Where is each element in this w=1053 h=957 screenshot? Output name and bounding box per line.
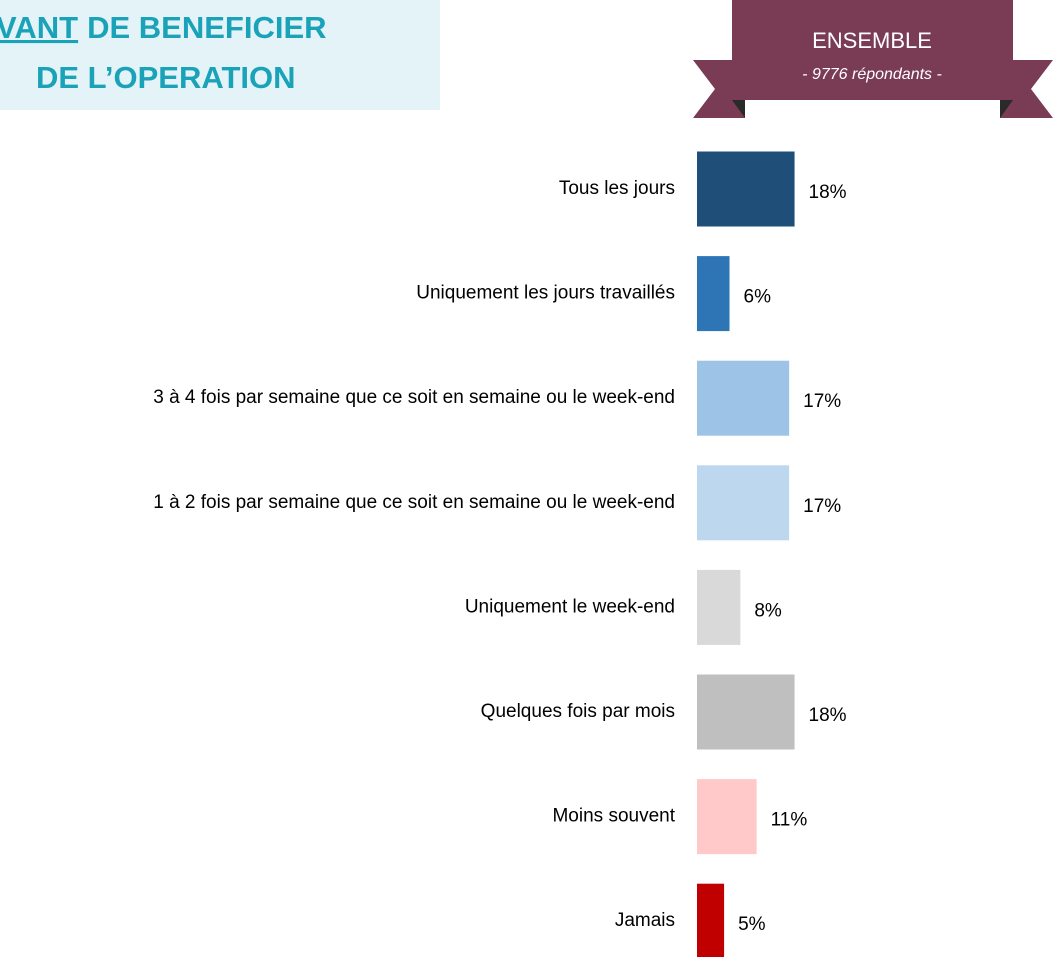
category-label: 3 à 4 fois par semaine que ce soit en se… [153,387,675,408]
value-label: 18% [809,182,847,203]
title-underlined: VANT [0,10,78,45]
value-label: 18% [809,705,847,726]
ribbon-tail-right [1000,60,1053,118]
ribbon [732,0,1013,100]
group-respondents: - 9776 répondants - [802,66,942,83]
title-box [0,0,440,110]
chart-title: VANT DE BENEFICIER [0,10,327,45]
category-label: Moins souvent [552,806,675,827]
category-label: 1 à 2 fois par semaine que ce soit en se… [153,492,675,513]
bar [697,465,790,541]
chart-title-line2: DE L’OPERATION [36,60,296,95]
value-label: 17% [803,391,841,412]
ribbon-fold-right [1000,100,1013,118]
bar [697,883,725,957]
value-label: 17% [803,496,841,517]
bar [697,360,790,436]
bar [697,779,757,855]
bar [697,151,795,227]
ribbon-fold-left [732,100,745,118]
value-label: 5% [738,914,766,935]
value-label: 11% [771,810,808,831]
title-rest: DE BENEFICIER [87,10,326,45]
value-label: 8% [754,600,782,621]
category-label: Tous les jours [559,178,675,199]
category-label: Jamais [615,910,675,931]
value-label: 6% [744,287,772,308]
category-label: Uniquement les jours travaillés [416,283,675,304]
bar [697,569,741,645]
bar [697,674,795,750]
group-name: ENSEMBLE [812,28,932,53]
bar [697,256,730,332]
category-label: Quelques fois par mois [481,701,675,722]
category-label: Uniquement le week-end [465,596,675,617]
